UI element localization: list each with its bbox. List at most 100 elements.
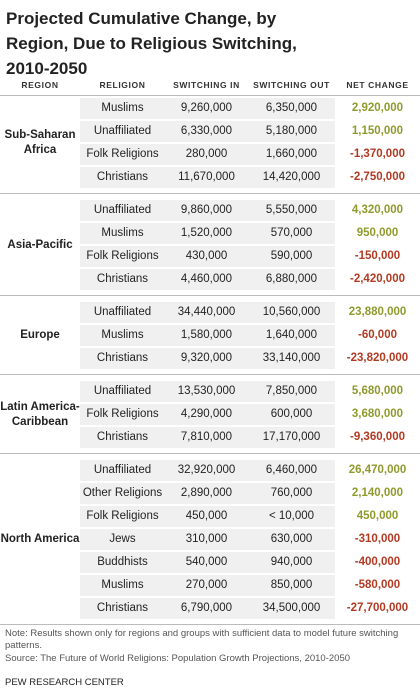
net-change: -23,820,000 [346,352,409,364]
region: Europe [20,329,60,341]
count: 1,640,000 [265,329,318,341]
count: 430,000 [185,250,228,262]
religion: Christians [96,431,149,443]
count: 34,440,000 [177,306,236,318]
count: 13,530,000 [177,385,236,397]
count: 9,260,000 [180,102,233,114]
count: 6,460,000 [265,464,318,476]
note: Note: Results shown only for regions and… [5,628,399,651]
count: 1,520,000 [180,227,233,239]
religion: Jews [109,533,136,545]
region: Asia-Pacific [7,238,73,251]
row-background [80,167,335,188]
row-background [80,246,335,267]
religion: Folk Religions [86,250,159,262]
row-background [80,506,335,527]
count: 600,000 [270,408,313,420]
religion: Buddhists [97,556,148,568]
net-change: -2,420,000 [350,273,405,285]
count: 4,290,000 [180,408,233,420]
row-background [80,460,335,481]
row-background [80,483,335,504]
region: North America [0,533,80,545]
row-background [80,575,335,596]
count: 9,860,000 [180,204,233,216]
net-change: 23,880,000 [348,306,407,318]
row-background [80,552,335,573]
count: 6,330,000 [180,125,233,137]
group-rule [0,624,420,625]
row-background [80,404,335,425]
religion: Muslims [101,329,144,341]
religion: Folk Religions [86,408,159,420]
row-background [80,348,335,369]
count: 760,000 [270,487,313,499]
religion: Unaffiliated [93,464,152,476]
row-background [80,325,335,346]
religion: Christians [96,171,149,183]
religion: Other Religions [82,487,163,499]
count: 5,180,000 [265,125,318,137]
region: Latin America-Caribbean [0,400,80,428]
net-change: 5,680,000 [351,385,404,397]
count: 310,000 [185,533,228,545]
religion: Folk Religions [86,148,159,160]
count: 6,350,000 [265,102,318,114]
count: 630,000 [270,533,313,545]
count: 4,460,000 [180,273,233,285]
religion: Folk Religions [86,510,159,522]
count: 6,880,000 [265,273,318,285]
count: 7,850,000 [265,385,318,397]
religion: Muslims [101,227,144,239]
religion: Unaffiliated [93,204,152,216]
religion: Unaffiliated [93,385,152,397]
group-rule [0,193,420,194]
count: 2,890,000 [180,487,233,499]
net-change: -310,000 [354,533,401,545]
row-background [80,598,335,619]
net-change: 26,470,000 [348,464,407,476]
net-change: -580,000 [354,579,401,591]
net-change: 1,150,000 [351,125,404,137]
net-change: 450,000 [356,510,399,522]
count: 32,920,000 [177,464,236,476]
group-rule [0,295,420,296]
count: 280,000 [185,148,228,160]
row-background [80,427,335,448]
footer: PEW RESEARCH CENTER [5,677,124,688]
net-change: -400,000 [354,556,401,568]
column-header: SWITCHING OUT [253,80,330,90]
count: 6,790,000 [180,602,233,614]
count: 11,670,000 [178,171,235,183]
count: 17,170,000 [262,431,321,443]
net-change: 2,140,000 [351,487,404,499]
row-background [80,381,335,402]
column-header: REGION [21,80,59,90]
net-change: 4,320,000 [351,204,404,216]
religion: Christians [96,602,149,614]
row-background [80,200,335,221]
religion: Christians [96,273,149,285]
count: 7,810,000 [180,431,233,443]
row-background [80,302,335,323]
net-change: -27,700,000 [346,602,409,614]
count: 850,000 [270,579,313,591]
religion: Unaffiliated [93,306,152,318]
row-background [80,529,335,550]
row-background [80,223,335,244]
region: Sub-Saharan Africa [4,129,76,156]
religion: Unaffiliated [93,125,152,137]
count: 590,000 [270,250,313,262]
count: 940,000 [270,556,313,568]
count: 450,000 [185,510,228,522]
net-change: -2,750,000 [350,171,405,183]
net-change: 2,920,000 [351,102,404,114]
count: 5,550,000 [265,204,318,216]
net-change: -9,360,000 [350,431,405,443]
row-background [80,269,335,290]
count: 270,000 [185,579,228,591]
count: 570,000 [270,227,313,239]
column-header: RELIGION [99,80,146,90]
count: 14,420,000 [262,171,321,183]
